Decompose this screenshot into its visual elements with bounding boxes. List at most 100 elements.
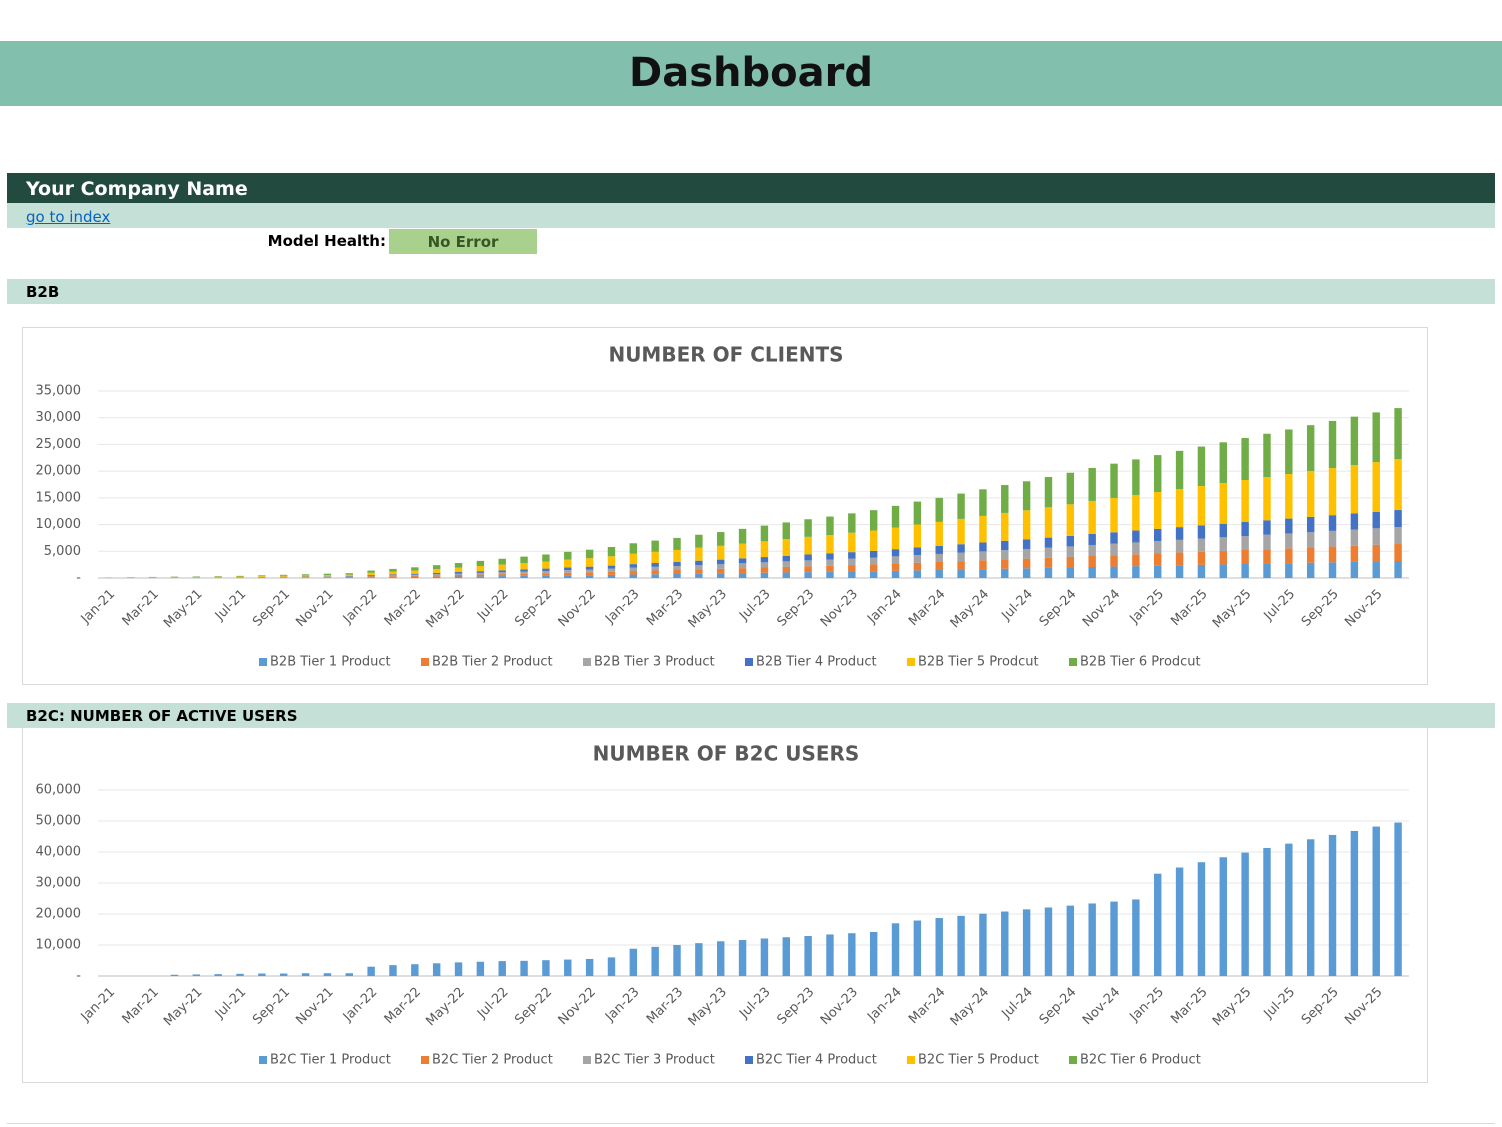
bar-segment: [957, 493, 965, 519]
x-tick-label: May-23: [686, 985, 730, 1029]
x-tick-label: May-23: [686, 587, 730, 631]
bar-segment: [1350, 465, 1359, 514]
bar-segment: [432, 565, 441, 570]
x-tick-label: Nov-23: [818, 587, 861, 630]
bar-segment: [542, 573, 550, 576]
bar-segment: [1372, 412, 1380, 463]
header-title: Dashboard: [0, 41, 1502, 106]
x-tick-label: Mar-25: [1168, 587, 1210, 629]
bar-segment: [891, 570, 900, 578]
bar-segment: [1132, 554, 1140, 567]
bar-segment: [585, 575, 594, 578]
bar-segment: [367, 576, 375, 578]
bar-segment: [1394, 544, 1402, 562]
y-tick-label: 60,000: [36, 783, 82, 798]
bar-segment: [564, 570, 572, 573]
x-tick-label: May-22: [423, 985, 467, 1029]
x-tick-label: Nov-21: [293, 985, 336, 1028]
bar-segment: [301, 575, 310, 577]
x-tick-label: Jan-21: [78, 985, 119, 1026]
bar-segment: [585, 958, 594, 976]
bar-segment: [804, 536, 812, 555]
bar-segment: [869, 510, 878, 531]
x-tick-label: Sep-21: [250, 587, 293, 630]
bar-segment: [760, 572, 769, 578]
bar-segment: [760, 541, 769, 558]
bar-segment: [1219, 483, 1227, 524]
bar-segment: [782, 937, 790, 976]
bar-segment: [1197, 564, 1206, 578]
bar-segment: [542, 554, 550, 562]
bar-segment: [1175, 552, 1184, 566]
bar-segment: [673, 945, 681, 976]
bar-segment: [913, 570, 922, 578]
bar-segment: [913, 562, 922, 571]
bar-segment: [432, 963, 441, 976]
bar-segment: [651, 540, 659, 552]
bar-segment: [1066, 556, 1075, 568]
x-tick-label: Mar-23: [644, 587, 686, 629]
legend-swatch: [583, 658, 591, 666]
bar-segment: [564, 572, 572, 576]
bar-segment: [1350, 561, 1359, 578]
bar-segment: [1001, 485, 1009, 513]
chart-title: NUMBER OF CLIENTS: [608, 343, 843, 367]
x-tick-label: May-25: [1210, 985, 1254, 1029]
bar-segment: [1372, 826, 1380, 976]
bar-segment: [432, 572, 441, 575]
bar-segment: [542, 568, 550, 571]
x-tick-label: Mar-21: [120, 587, 162, 629]
bar-segment: [1110, 532, 1118, 544]
bar-segment: [1044, 477, 1053, 508]
legend-label: B2B Tier 4 Product: [756, 655, 877, 670]
section-header: B2C: NUMBER OF ACTIVE USERS: [7, 703, 1495, 728]
legend-swatch: [259, 1056, 267, 1064]
bar-segment: [1175, 565, 1184, 578]
chart-title: NUMBER OF B2C USERS: [593, 742, 860, 766]
bar-segment: [454, 576, 463, 578]
x-tick-label: Nov-23: [818, 985, 861, 1028]
x-tick-label: Mar-21: [120, 985, 162, 1027]
x-tick-label: Sep-23: [774, 985, 817, 1028]
bar-segment: [1219, 564, 1227, 578]
model-health-status: No Error: [389, 229, 537, 254]
bar-segment: [1219, 442, 1227, 484]
bar-segment: [1394, 408, 1402, 460]
bar-segment: [913, 555, 922, 563]
bar-segment: [782, 522, 790, 540]
index-link[interactable]: go to index: [26, 208, 111, 226]
bar-segment: [520, 556, 528, 564]
bar-segment: [476, 572, 485, 575]
bar-segment: [979, 489, 987, 516]
bar-segment: [1022, 481, 1031, 511]
bar-segment: [804, 554, 812, 561]
legend-label: B2C Tier 3 Product: [594, 1053, 715, 1068]
bar-segment: [1154, 541, 1162, 554]
bar-segment: [1263, 477, 1271, 521]
bar-segment: [1197, 862, 1206, 976]
bar-segment: [979, 560, 987, 570]
bar-segment: [1022, 558, 1031, 569]
bar-segment: [826, 559, 834, 566]
bar-segment: [1306, 425, 1315, 472]
link-bar: go to index: [7, 203, 1495, 228]
bar-segment: [1175, 450, 1184, 489]
bar-segment: [520, 575, 528, 578]
bar-segment: [389, 571, 397, 575]
bar-segment: [607, 571, 616, 575]
bar-segment: [1088, 903, 1096, 976]
bar-segment: [389, 965, 397, 976]
bar-segment: [651, 946, 659, 976]
bar-segment: [848, 558, 856, 566]
bar-segment: [301, 574, 310, 576]
x-tick-label: Jul-24: [999, 985, 1036, 1022]
model-health-label: Model Health:: [267, 232, 386, 250]
bar-segment: [476, 574, 485, 577]
bar-segment: [411, 574, 419, 576]
bar-segment: [979, 551, 987, 561]
bar-segment: [585, 569, 594, 573]
bar-segment: [738, 940, 747, 976]
bar-segment: [585, 572, 594, 576]
bar-segment: [345, 573, 353, 575]
